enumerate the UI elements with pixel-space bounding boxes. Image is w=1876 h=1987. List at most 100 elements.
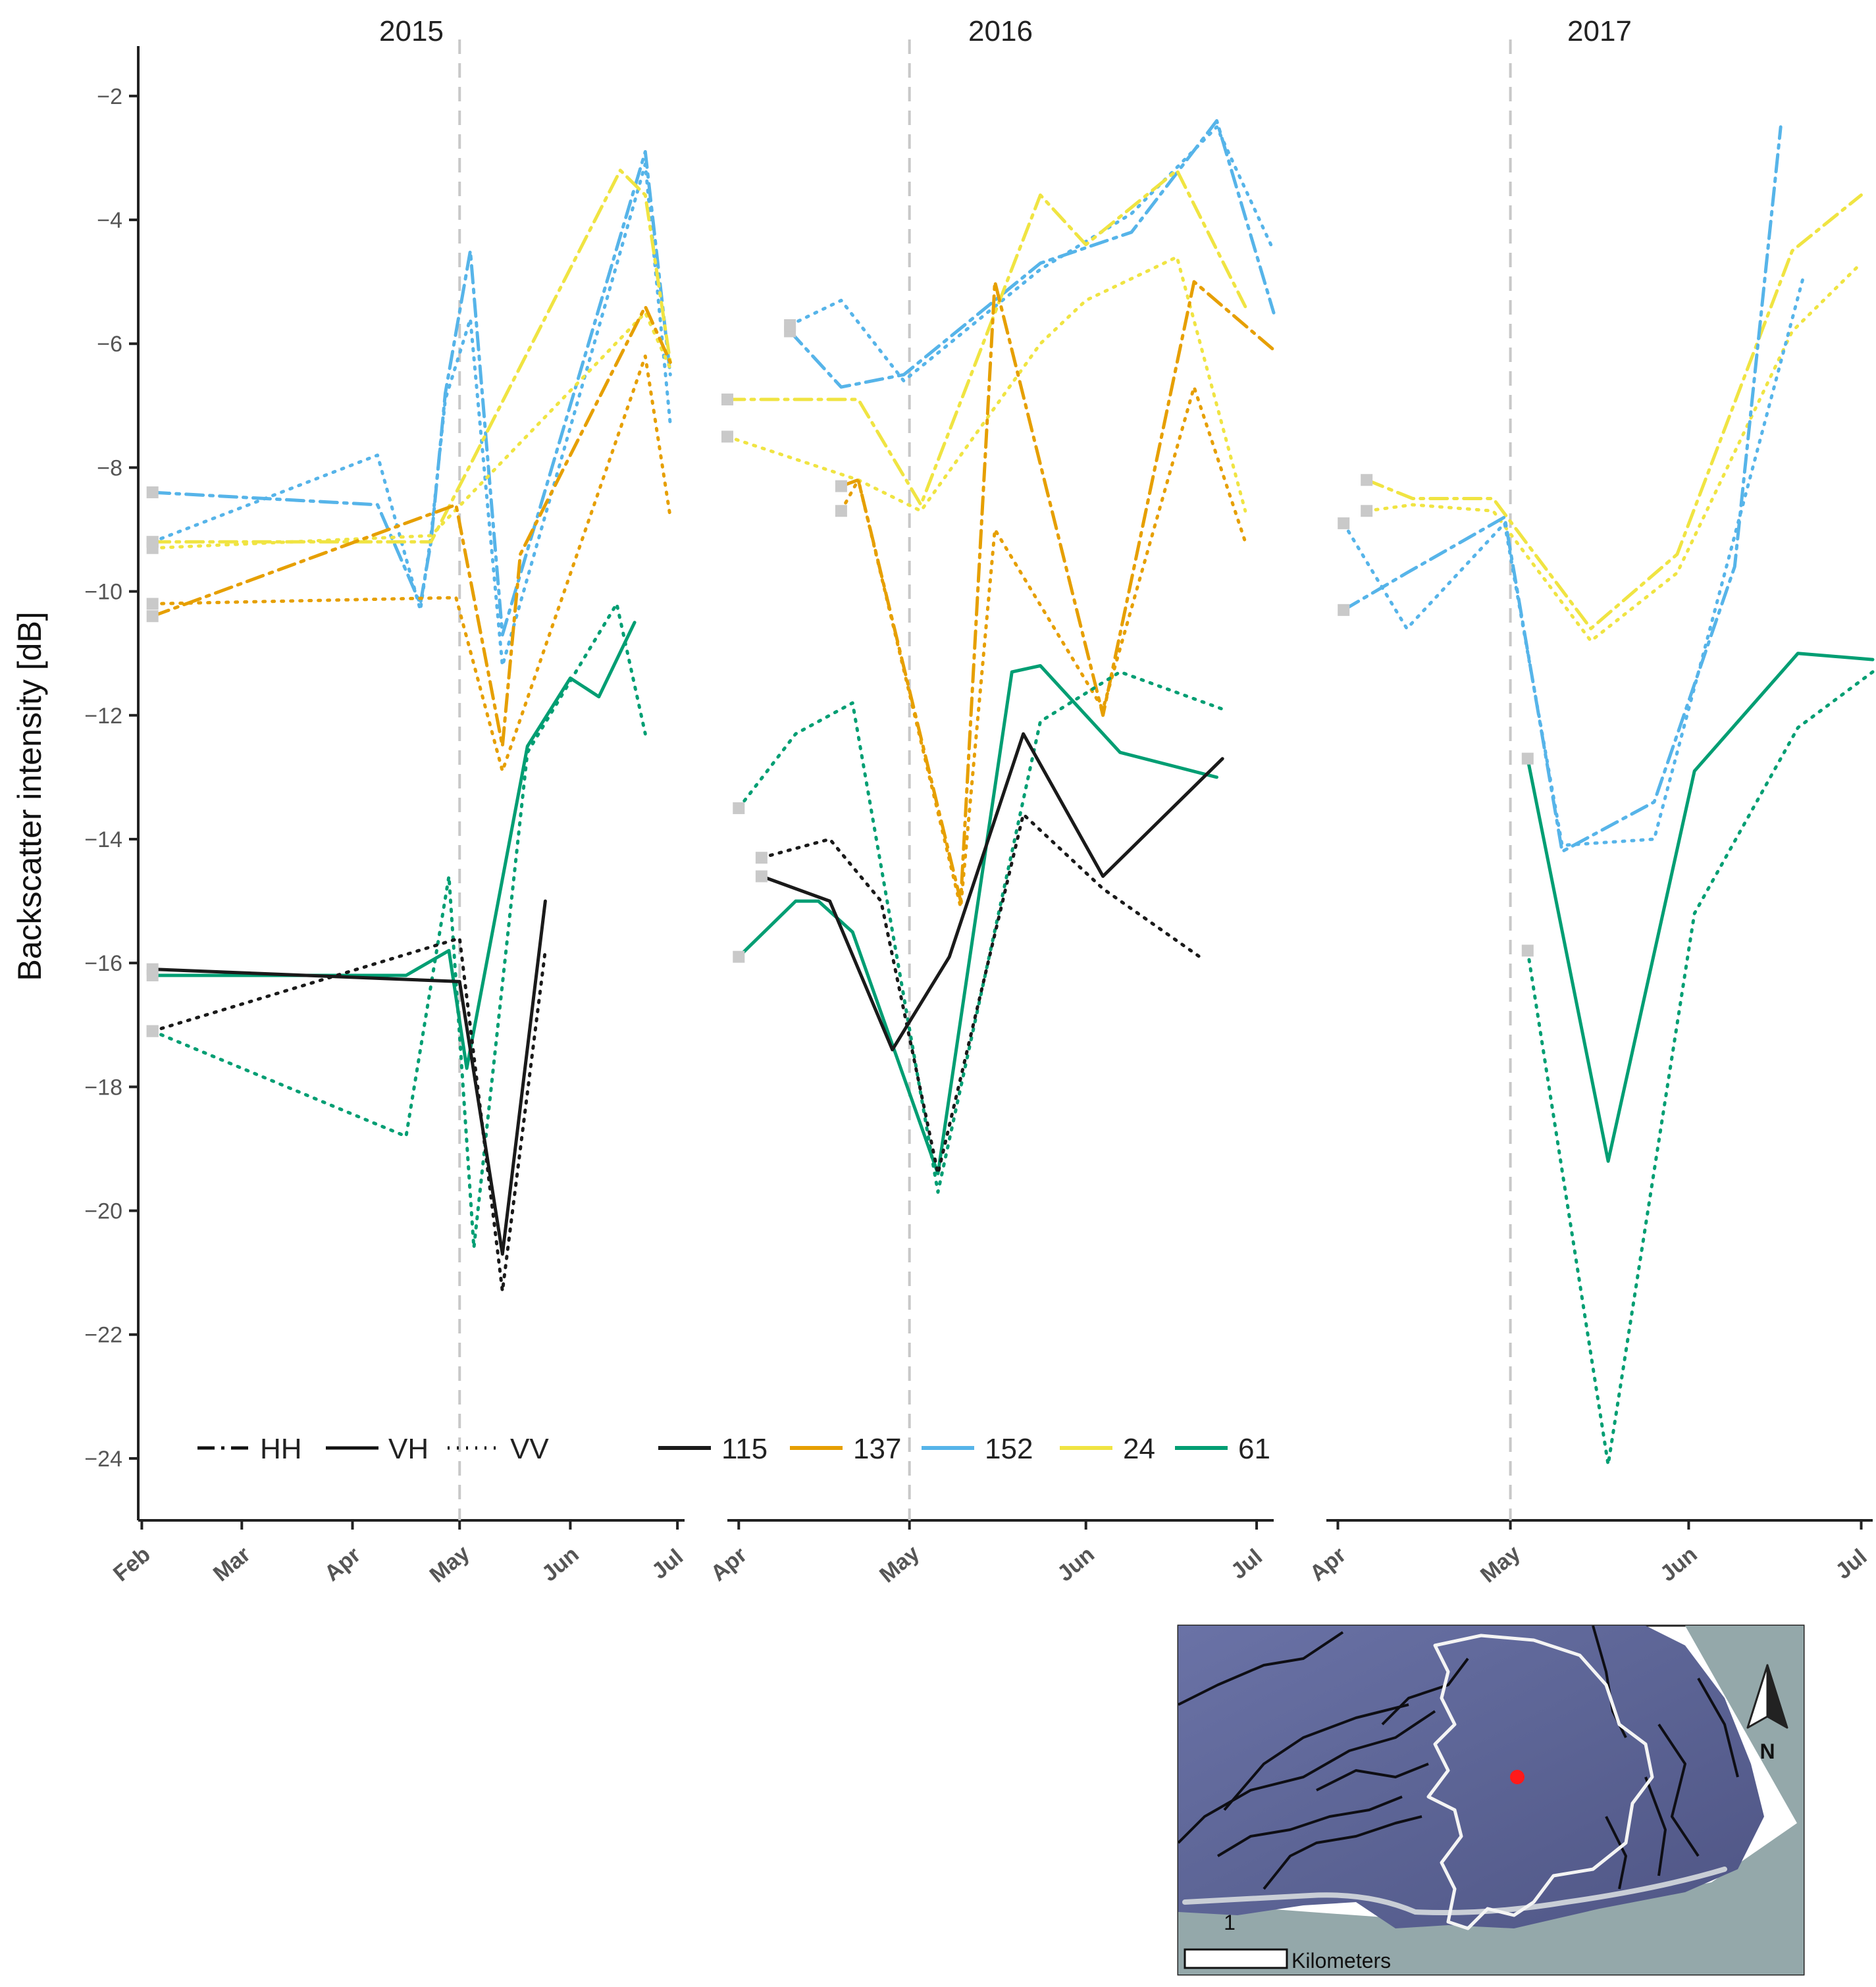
panel-titles: 2015 2016 2017 bbox=[379, 15, 1632, 47]
series-line bbox=[737, 670, 1224, 1194]
study-site-marker bbox=[1510, 1770, 1524, 1784]
x-tick-label: Apr bbox=[320, 1542, 365, 1586]
series-start-marker bbox=[733, 802, 745, 814]
panel-title: 2016 bbox=[968, 15, 1033, 47]
series-start-marker bbox=[146, 1025, 159, 1037]
series-line bbox=[151, 168, 672, 544]
series-136-VV bbox=[835, 385, 1247, 909]
series-115-VH bbox=[755, 732, 1224, 1052]
x-tick-label: Jun bbox=[1655, 1542, 1702, 1587]
series-115-VH bbox=[146, 899, 547, 1256]
y-tick-label: −8 bbox=[97, 455, 122, 480]
series-line bbox=[725, 255, 1247, 513]
series-start-marker bbox=[146, 542, 159, 554]
axes: −2 −4 −6 −8 −10 −12 −14 −16 −18 −20 −22 −24 Feb Mar Ap… bbox=[84, 39, 1873, 1587]
panel-title: 2017 bbox=[1567, 15, 1632, 47]
legend-pol-label: HH bbox=[260, 1433, 302, 1465]
inset-map: N 1 Kilometers bbox=[1177, 1624, 1805, 1976]
north-label: N bbox=[1759, 1740, 1775, 1763]
series-24-HH bbox=[721, 168, 1247, 507]
series-137-HH bbox=[146, 305, 672, 748]
series-start-marker bbox=[1521, 752, 1534, 765]
legend-orbit-label: 115 bbox=[721, 1433, 768, 1465]
x-tick-label: Jun bbox=[537, 1542, 584, 1587]
y-tick-label: −22 bbox=[84, 1323, 122, 1348]
legend-pol-label: VH bbox=[388, 1433, 429, 1465]
series-152-VV bbox=[784, 125, 1276, 383]
series-line bbox=[151, 311, 672, 550]
y-tick-label: −6 bbox=[97, 332, 122, 357]
series-start-marker bbox=[146, 598, 159, 610]
series-line bbox=[788, 125, 1276, 383]
y-axis-label: Backscatter intensity [dB] bbox=[11, 611, 48, 981]
series-start-marker bbox=[1521, 944, 1534, 957]
panel-title: 2015 bbox=[379, 15, 444, 47]
legend: HH VH VV 115 137 152 24 61 bbox=[197, 1433, 1270, 1465]
series-line bbox=[737, 664, 1218, 1175]
map-sea bbox=[1178, 1626, 1804, 1974]
series-start-marker bbox=[835, 505, 847, 517]
series-152-VV bbox=[1338, 274, 1806, 847]
series-24-HH bbox=[146, 168, 672, 548]
series-61-VH bbox=[733, 664, 1218, 1175]
series-line bbox=[151, 937, 547, 1293]
series-line bbox=[839, 385, 1247, 909]
scale-bar: 1 Kilometers bbox=[1184, 1911, 1391, 1973]
x-tick-label: May bbox=[425, 1541, 475, 1588]
x-tick-label: May bbox=[875, 1541, 924, 1588]
series-line bbox=[1365, 261, 1863, 643]
series-start-marker bbox=[835, 480, 847, 492]
series-start-marker bbox=[1338, 517, 1350, 530]
series-61-VV bbox=[733, 670, 1224, 1194]
y-tick-label: −12 bbox=[84, 704, 122, 729]
legend-orbit-label: 24 bbox=[1123, 1433, 1155, 1465]
series-24-HH bbox=[1361, 193, 1863, 631]
series-61-VV bbox=[146, 602, 647, 1250]
series-line bbox=[151, 602, 647, 1250]
series-line bbox=[1365, 193, 1863, 631]
series-line bbox=[151, 162, 672, 667]
scale-unit: Kilometers bbox=[1291, 1949, 1391, 1973]
y-tick-label: −14 bbox=[84, 827, 122, 852]
series-start-marker bbox=[784, 319, 796, 332]
series-start-marker bbox=[755, 852, 768, 864]
series-61-VH bbox=[1521, 652, 1875, 1163]
series-115-VV bbox=[146, 937, 547, 1293]
series-start-marker bbox=[1361, 474, 1373, 486]
series-24-VV bbox=[1361, 261, 1863, 643]
y-tick-label: −18 bbox=[84, 1075, 122, 1100]
x-tick-label: Mar bbox=[209, 1542, 255, 1587]
series-152-HH bbox=[784, 119, 1276, 389]
series-line bbox=[760, 732, 1224, 1052]
map-land bbox=[1178, 1626, 1764, 1928]
legend-orbit-label: 137 bbox=[853, 1433, 901, 1465]
series-start-marker bbox=[1361, 505, 1373, 517]
map-coast-fringe bbox=[1182, 1867, 1727, 1915]
series-line bbox=[1342, 274, 1806, 847]
x-tick-label: Jul bbox=[1831, 1544, 1871, 1584]
y-tick-label: −10 bbox=[84, 580, 122, 605]
series-61-VV bbox=[1521, 670, 1875, 1466]
y-tick-label: −4 bbox=[97, 208, 122, 233]
series-152-HH bbox=[1338, 125, 1783, 854]
series-line bbox=[788, 119, 1276, 389]
series-137-VV bbox=[146, 354, 672, 773]
x-tick-label: Jun bbox=[1053, 1542, 1099, 1587]
series-line bbox=[151, 621, 637, 1070]
y-tick-label: −2 bbox=[97, 84, 122, 109]
series-line bbox=[151, 305, 672, 748]
x-tick-label: May bbox=[1476, 1541, 1525, 1588]
series-start-marker bbox=[146, 610, 159, 623]
series-line bbox=[151, 150, 672, 636]
x-tick-label: Apr bbox=[1305, 1542, 1351, 1586]
series-line bbox=[151, 354, 672, 773]
y-tick-label: −20 bbox=[84, 1199, 122, 1224]
series-61-VH bbox=[146, 621, 637, 1070]
legend-pol-label: VV bbox=[510, 1433, 549, 1465]
series-line bbox=[725, 168, 1247, 507]
series-line bbox=[1342, 125, 1783, 854]
x-tick-label: Feb bbox=[109, 1542, 155, 1587]
north-arrow: N bbox=[1746, 1664, 1788, 1763]
series bbox=[146, 119, 1875, 1466]
